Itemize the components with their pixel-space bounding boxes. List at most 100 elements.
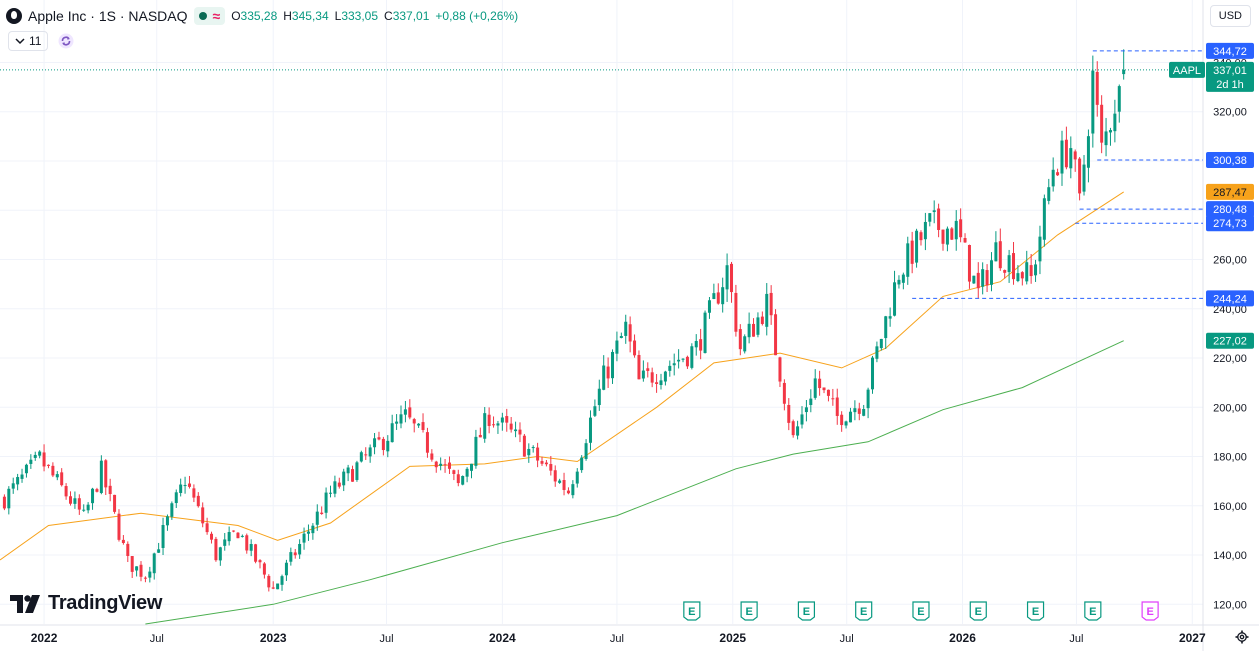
- candle-body: [738, 329, 742, 350]
- earnings-event-frame: [1084, 601, 1102, 621]
- candle-body: [628, 324, 632, 342]
- candle-body: [619, 336, 623, 339]
- candle-body: [245, 535, 249, 551]
- candle-body: [408, 407, 412, 418]
- candle-body: [884, 316, 888, 339]
- candle-body: [7, 488, 11, 509]
- candle-body: [478, 434, 482, 438]
- candle-body: [210, 533, 214, 540]
- candle-body: [16, 477, 20, 485]
- ohlc-values: O335,28 H345,34 L333,05 C337,01 +0,88 (+…: [231, 9, 518, 23]
- currency-selector[interactable]: USD: [1209, 5, 1251, 27]
- candle-body: [364, 454, 368, 456]
- candle-body: [33, 454, 37, 458]
- candle-body: [11, 483, 15, 489]
- candle-body: [1082, 164, 1086, 192]
- candle-body: [82, 509, 86, 511]
- tradingview-icon: [10, 594, 40, 613]
- candle-body: [412, 419, 416, 424]
- candle-body: [721, 287, 725, 305]
- candle-body: [262, 563, 266, 575]
- candle-body: [862, 408, 866, 416]
- earnings-event-icon[interactable]: E: [855, 601, 873, 621]
- candle-body: [135, 566, 139, 571]
- candle-body: [368, 447, 372, 457]
- candle-body: [1020, 272, 1024, 279]
- candle-body: [677, 359, 681, 362]
- candle-body: [126, 543, 130, 556]
- candle-body: [2, 496, 6, 509]
- candle-body: [769, 292, 773, 316]
- candle-body: [989, 260, 993, 285]
- y-tick-label: 160,00: [1213, 501, 1247, 513]
- gear-icon[interactable]: [1235, 630, 1249, 644]
- candle-body: [1064, 139, 1068, 168]
- candle-body: [707, 300, 711, 313]
- indicators-count: 11: [29, 34, 42, 48]
- candle-body: [390, 423, 394, 443]
- candle-body: [333, 481, 337, 494]
- time-axis[interactable]: 2022 Jul 2023 Jul 2024 Jul 2025 Jul 2026 Jul 2027: [31, 631, 1206, 645]
- indicators-toggle[interactable]: 11: [8, 31, 49, 51]
- earnings-event-icon[interactable]: E: [1084, 601, 1102, 621]
- candle-body: [452, 470, 456, 474]
- ma-value-label: 227,02: [1213, 336, 1247, 348]
- candle-body: [888, 316, 892, 319]
- candle-body: [919, 232, 923, 241]
- candle-body: [544, 462, 548, 465]
- candle-body: [734, 292, 738, 332]
- candle-body: [729, 263, 733, 293]
- wave-icon: ≈: [212, 8, 221, 24]
- candle-body: [351, 469, 355, 482]
- earnings-event-icon[interactable]: E: [912, 601, 930, 621]
- candle-body: [518, 429, 522, 435]
- candle-body: [24, 464, 28, 474]
- candle-body: [897, 279, 901, 285]
- earnings-event-frame: [1026, 601, 1045, 621]
- candle-body: [1108, 130, 1112, 133]
- candle-body: [328, 492, 332, 494]
- candle-body: [55, 474, 59, 478]
- earnings-event-icon[interactable]: E: [969, 601, 987, 621]
- candle-body: [1104, 131, 1108, 146]
- ma-long-line: [145, 340, 1124, 625]
- last-price-bg: [1206, 61, 1254, 92]
- candle-body: [844, 421, 848, 426]
- candle-body: [60, 472, 64, 486]
- candle-body: [840, 414, 844, 426]
- candle-body: [509, 423, 513, 430]
- high-value: 345,34: [291, 9, 329, 23]
- candle-body: [994, 242, 998, 262]
- candle-body: [580, 457, 584, 471]
- symbol-title[interactable]: Apple Inc · 1S · NASDAQ: [28, 8, 188, 24]
- candle-body: [782, 382, 786, 404]
- sync-icon[interactable]: [58, 33, 74, 49]
- earnings-event-icon[interactable]: E: [740, 601, 758, 621]
- x-tick-label: Jul: [1069, 633, 1083, 645]
- earnings-event-icon[interactable]: E: [1141, 601, 1159, 621]
- symbol-tag: AAPL: [1173, 65, 1201, 77]
- candle-body: [536, 447, 540, 461]
- close-label: C: [384, 9, 393, 23]
- candle-body: [972, 275, 976, 284]
- open-value: 335,28: [240, 9, 278, 23]
- earnings-event-icon[interactable]: E: [683, 601, 701, 621]
- candle-body: [1025, 262, 1029, 282]
- candle-body: [439, 463, 443, 466]
- candle-body: [1069, 148, 1073, 169]
- candle-body: [672, 363, 676, 366]
- candle-body: [214, 538, 218, 561]
- candle-body: [928, 213, 932, 222]
- candle-body: [179, 484, 183, 493]
- candle-body: [1122, 69, 1126, 75]
- earnings-event-icon[interactable]: E: [1026, 601, 1045, 621]
- earnings-event-icon[interactable]: E: [797, 601, 816, 621]
- candle-body: [170, 503, 174, 517]
- level-label: 344,72: [1213, 46, 1247, 58]
- candle-body: [143, 577, 147, 579]
- tradingview-logo[interactable]: TradingView: [10, 592, 162, 615]
- low-label: L: [334, 9, 342, 23]
- market-status-badge[interactable]: ≈: [193, 7, 226, 25]
